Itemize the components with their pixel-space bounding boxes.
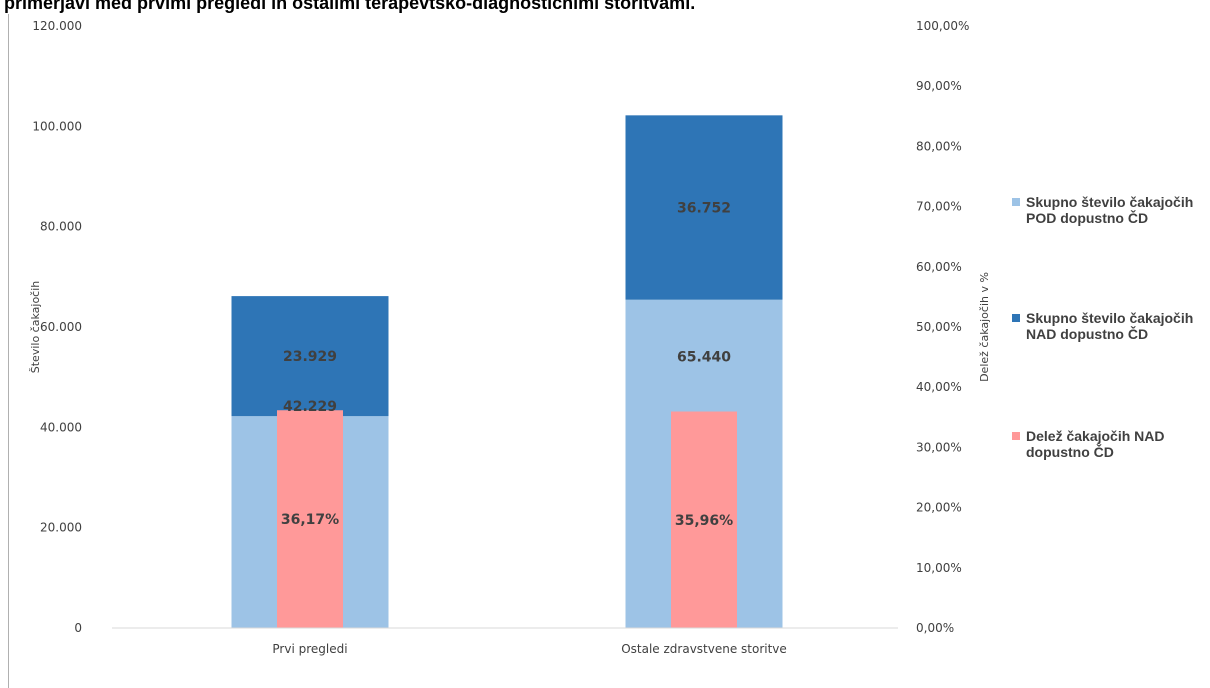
y-tick-label: 40.000 [40,420,82,434]
y2-tick-label: 30,00% [916,440,962,454]
y2-tick-label: 70,00% [916,200,962,214]
chart-title: primerjavi med prvimi pregledi in ostali… [4,0,696,13]
y-tick-label: 100.000 [32,119,82,133]
y2-tick-label: 0,00% [916,621,954,635]
data-label-pod: 42.229 [283,399,337,415]
y2-tick-label: 60,00% [916,260,962,274]
y2-tick-label: 80,00% [916,139,962,153]
data-label-nad: 36.752 [677,201,731,217]
y2-axis-label: Delež čakajočih v % [978,272,991,382]
bar-nad [231,296,389,417]
legend-label-delez: Delež čakajočih NAD dopustno ČD [1026,428,1165,460]
y-tick-label: 60.000 [40,320,82,334]
chart-plot: 0 20.000 40.000 60.000 80.000 100.000 120.000 0… [29,19,991,656]
x-tick-label: Ostale zdravstvene storitve [621,642,787,656]
x-tick-label: Prvi pregledi [272,642,347,656]
legend-swatch-delez [1012,432,1020,440]
legend-swatch-pod [1012,198,1020,206]
y2-tick-label: 10,00% [916,561,962,575]
chart-legend: Skupno število čakajočih POD dopustno ČD… [1012,0,1210,688]
frame-border [8,14,9,688]
y2-tick-label: 20,00% [916,501,962,515]
data-label-delez: 36,17% [281,512,339,528]
data-label-pod: 65.440 [677,350,731,366]
y-tick-label: 0 [74,621,82,635]
y-tick-label: 80.000 [40,220,82,234]
y2-tick-label: 40,00% [916,380,962,394]
legend-item-nad: Skupno število čakajočih NAD dopustno ČD [1012,310,1210,342]
legend-item-pod: Skupno število čakajočih POD dopustno ČD [1012,194,1210,226]
y2-tick-label: 50,00% [916,320,962,334]
data-label-delez: 35,96% [675,513,733,529]
y-tick-label: 20.000 [40,521,82,535]
y-tick-label: 120.000 [32,19,82,33]
y2-tick-label: 100,00% [916,19,969,33]
legend-label-pod: Skupno število čakajočih POD dopustno ČD [1026,194,1194,226]
legend-item-delez: Delež čakajočih NAD dopustno ČD [1012,428,1210,460]
bar-delez [671,411,737,628]
bar-nad [625,115,783,300]
bar-delez [277,410,343,628]
data-label-nad: 23.929 [283,349,337,365]
y2-tick-label: 90,00% [916,79,962,93]
legend-label-nad: Skupno število čakajočih NAD dopustno ČD [1026,310,1194,342]
legend-swatch-nad [1012,314,1020,322]
y-axis-label: Število čakajočih [29,281,42,374]
